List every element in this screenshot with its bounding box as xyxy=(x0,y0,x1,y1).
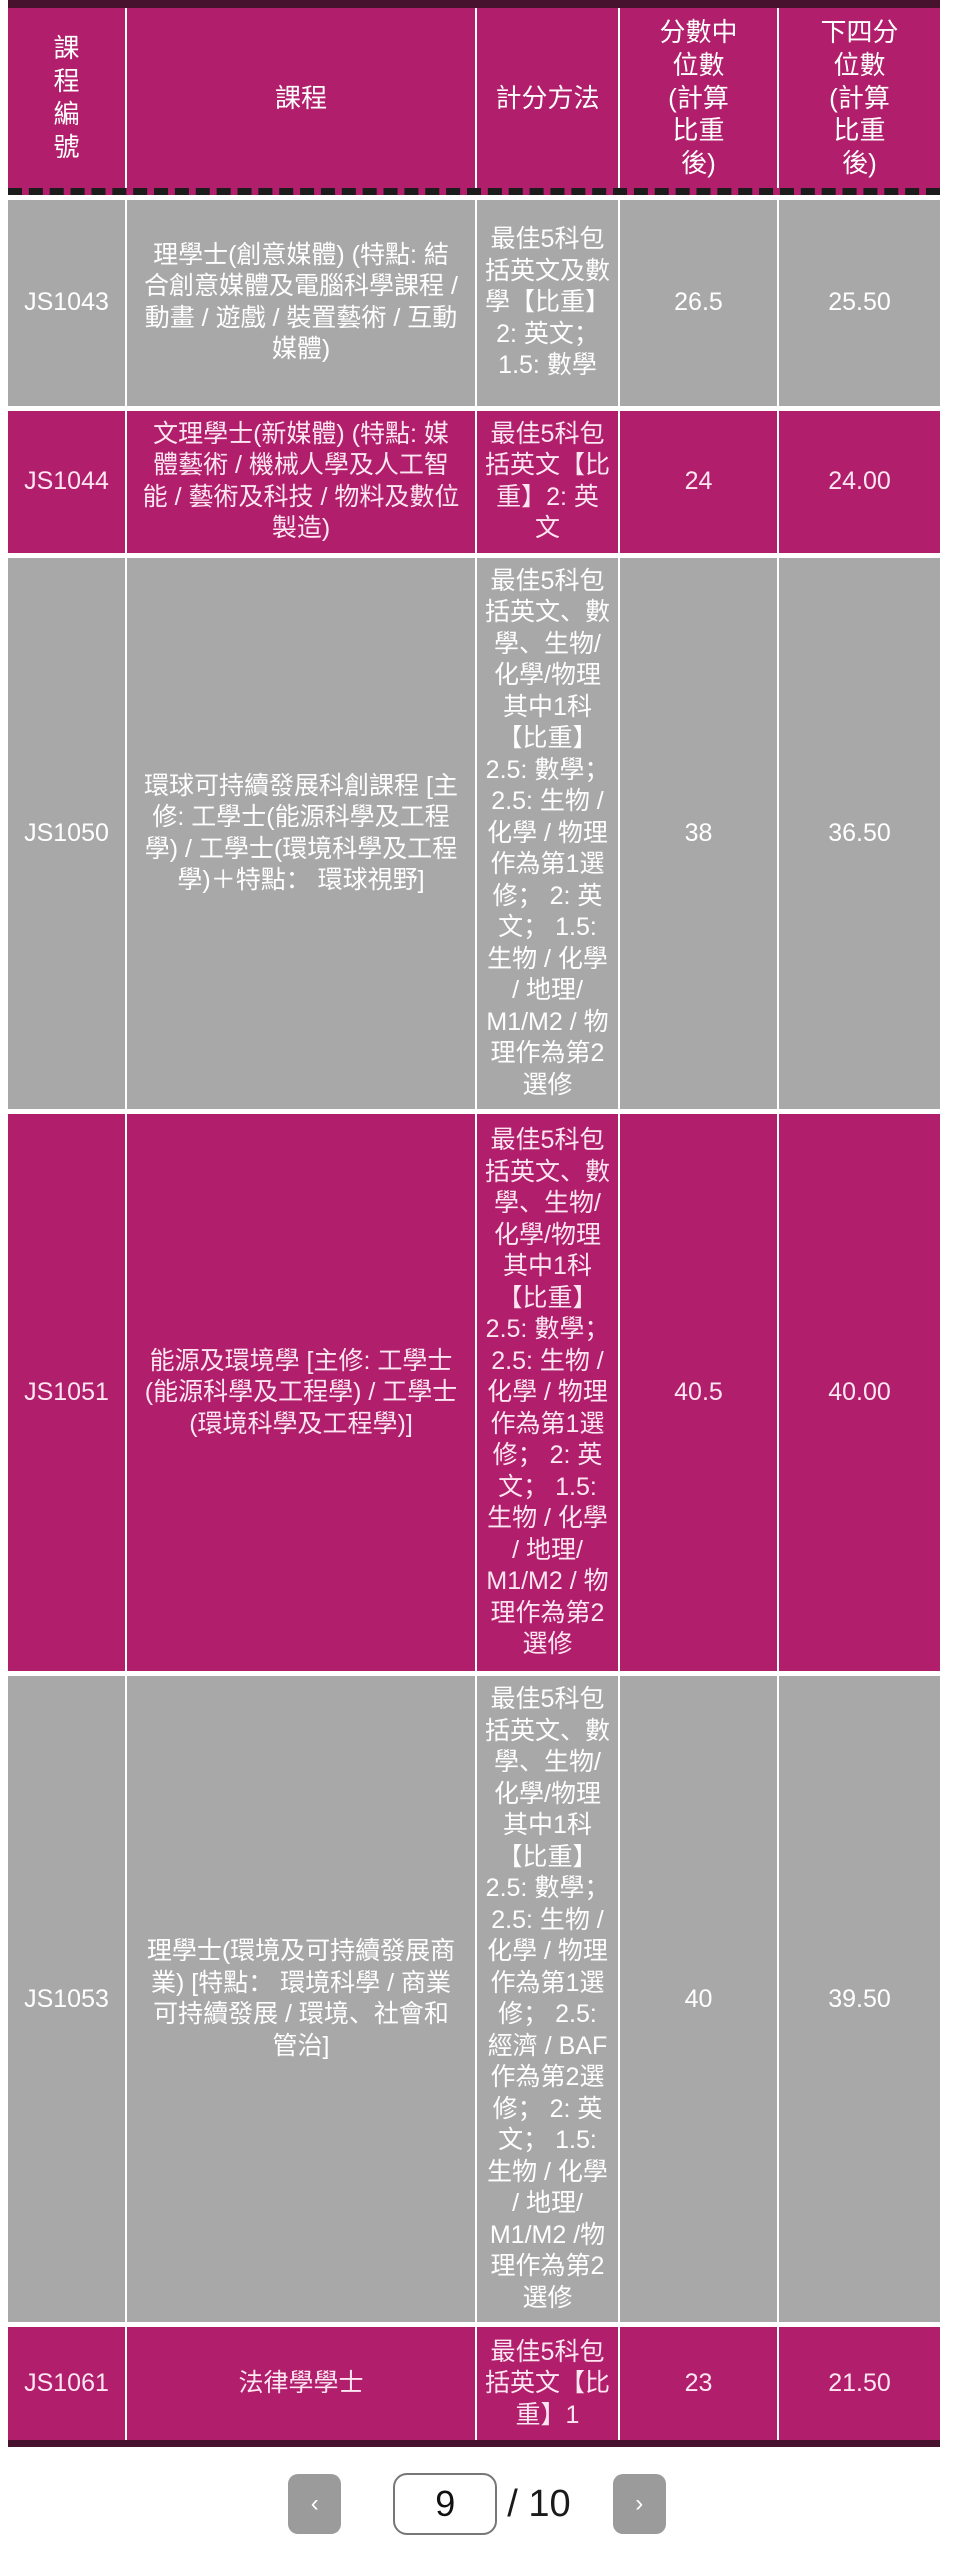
method-cell: 最佳5科包括英文【比重】1 xyxy=(475,2327,618,2441)
course-cell: 能源及環境學 [主修: 工學士(能源科學及工程學) / 工學士(環境科學及工程學… xyxy=(125,1114,475,1672)
course-code-cell: JS1044 xyxy=(24,467,109,495)
median-cell: 23 xyxy=(618,2327,777,2441)
table-row: JS1053 理學士(環境及可持續發展商業) [特點： 環境科學 / 商業可持續… xyxy=(8,1676,940,2323)
median-cell: 40 xyxy=(618,1676,777,2323)
course-code-cell: JS1053 xyxy=(24,1984,109,2013)
course-code-cell: JS1061 xyxy=(24,2369,109,2397)
course-cell: 理學士(環境及可持續發展商業) [特點： 環境科學 / 商業可持續發展 / 環境… xyxy=(125,1676,475,2323)
course-cell: 環球可持續發展科創課程 [主修: 工學士(能源科學及工程學) / 工學士(環境科… xyxy=(125,557,475,1110)
page-total-label: / 10 xyxy=(507,2482,571,2525)
quartile-cell: 40.00 xyxy=(777,1114,940,1672)
table-row: JS1050 環球可持續發展科創課程 [主修: 工學士(能源科學及工程學) / … xyxy=(8,557,940,1110)
quartile-cell: 39.50 xyxy=(777,1676,940,2323)
method-cell: 最佳5科包括英文及數學【比重】2: 英文； 1.5: 數學 xyxy=(475,199,618,406)
course-cell: 文理學士(新媒體) (特點: 媒體藝術 / 機械人學及人工智能 / 藝術及科技 … xyxy=(125,410,475,553)
page-input[interactable] xyxy=(393,2473,498,2536)
table-header-row: 課程編號 課程 計分方法 分數中位數(計算比重後) 下四分位數(計算比重後) xyxy=(8,0,940,195)
header-median: 分數中位數(計算比重後) xyxy=(618,8,777,188)
chevron-left-icon: ‹ xyxy=(310,2490,319,2518)
course-cell: 理學士(創意媒體) (特點: 結合創意媒體及電腦科學課程 / 動畫 / 遊戲 /… xyxy=(125,199,475,406)
median-cell: 38 xyxy=(618,557,777,1110)
median-cell: 40.5 xyxy=(618,1114,777,1672)
method-cell: 最佳5科包括英文、數學、生物/化學/物理其中1科【比重】 2.5: 數學； 2.… xyxy=(475,1676,618,2323)
course-code-cell: JS1050 xyxy=(24,818,109,847)
median-cell: 26.5 xyxy=(618,199,777,406)
header-quartile: 下四分位數(計算比重後) xyxy=(777,8,940,188)
header-course-code: 課程編號 xyxy=(53,33,80,162)
prev-page-button[interactable]: ‹ xyxy=(288,2474,342,2535)
table-row: JS1043 理學士(創意媒體) (特點: 結合創意媒體及電腦科學課程 / 動畫… xyxy=(8,199,940,406)
table-row: JS1051 能源及環境學 [主修: 工學士(能源科學及工程學) / 工學士(環… xyxy=(8,1114,940,1672)
table-row: JS1044 文理學士(新媒體) (特點: 媒體藝術 / 機械人學及人工智能 /… xyxy=(8,410,940,553)
chevron-right-icon: › xyxy=(635,2490,644,2518)
pagination: ‹ / 10 › xyxy=(0,2473,954,2536)
method-cell: 最佳5科包括英文、數學、生物/化學/物理其中1科【比重】 2.5: 數學； 2.… xyxy=(475,1114,618,1672)
course-code-cell: JS1043 xyxy=(24,288,109,316)
quartile-cell: 21.50 xyxy=(777,2327,940,2441)
courses-table: 課程編號 課程 計分方法 分數中位數(計算比重後) 下四分位數(計算比重後) J… xyxy=(8,0,940,2448)
method-cell: 最佳5科包括英文、數學、生物/化學/物理其中1科【比重】 2.5: 數學； 2.… xyxy=(475,557,618,1110)
next-page-button[interactable]: › xyxy=(612,2474,666,2535)
quartile-cell: 36.50 xyxy=(777,557,940,1110)
header-course: 課程 xyxy=(125,8,475,188)
method-cell: 最佳5科包括英文【比重】2: 英文 xyxy=(475,410,618,553)
quartile-cell: 24.00 xyxy=(777,410,940,553)
table-row: JS1061 法律學學士 最佳5科包括英文【比重】1 23 21.50 xyxy=(8,2327,940,2448)
header-method: 計分方法 xyxy=(475,8,618,188)
quartile-cell: 25.50 xyxy=(777,199,940,406)
median-cell: 24 xyxy=(618,410,777,553)
course-cell: 法律學學士 xyxy=(125,2327,475,2441)
course-code-cell: JS1051 xyxy=(24,1378,109,1406)
